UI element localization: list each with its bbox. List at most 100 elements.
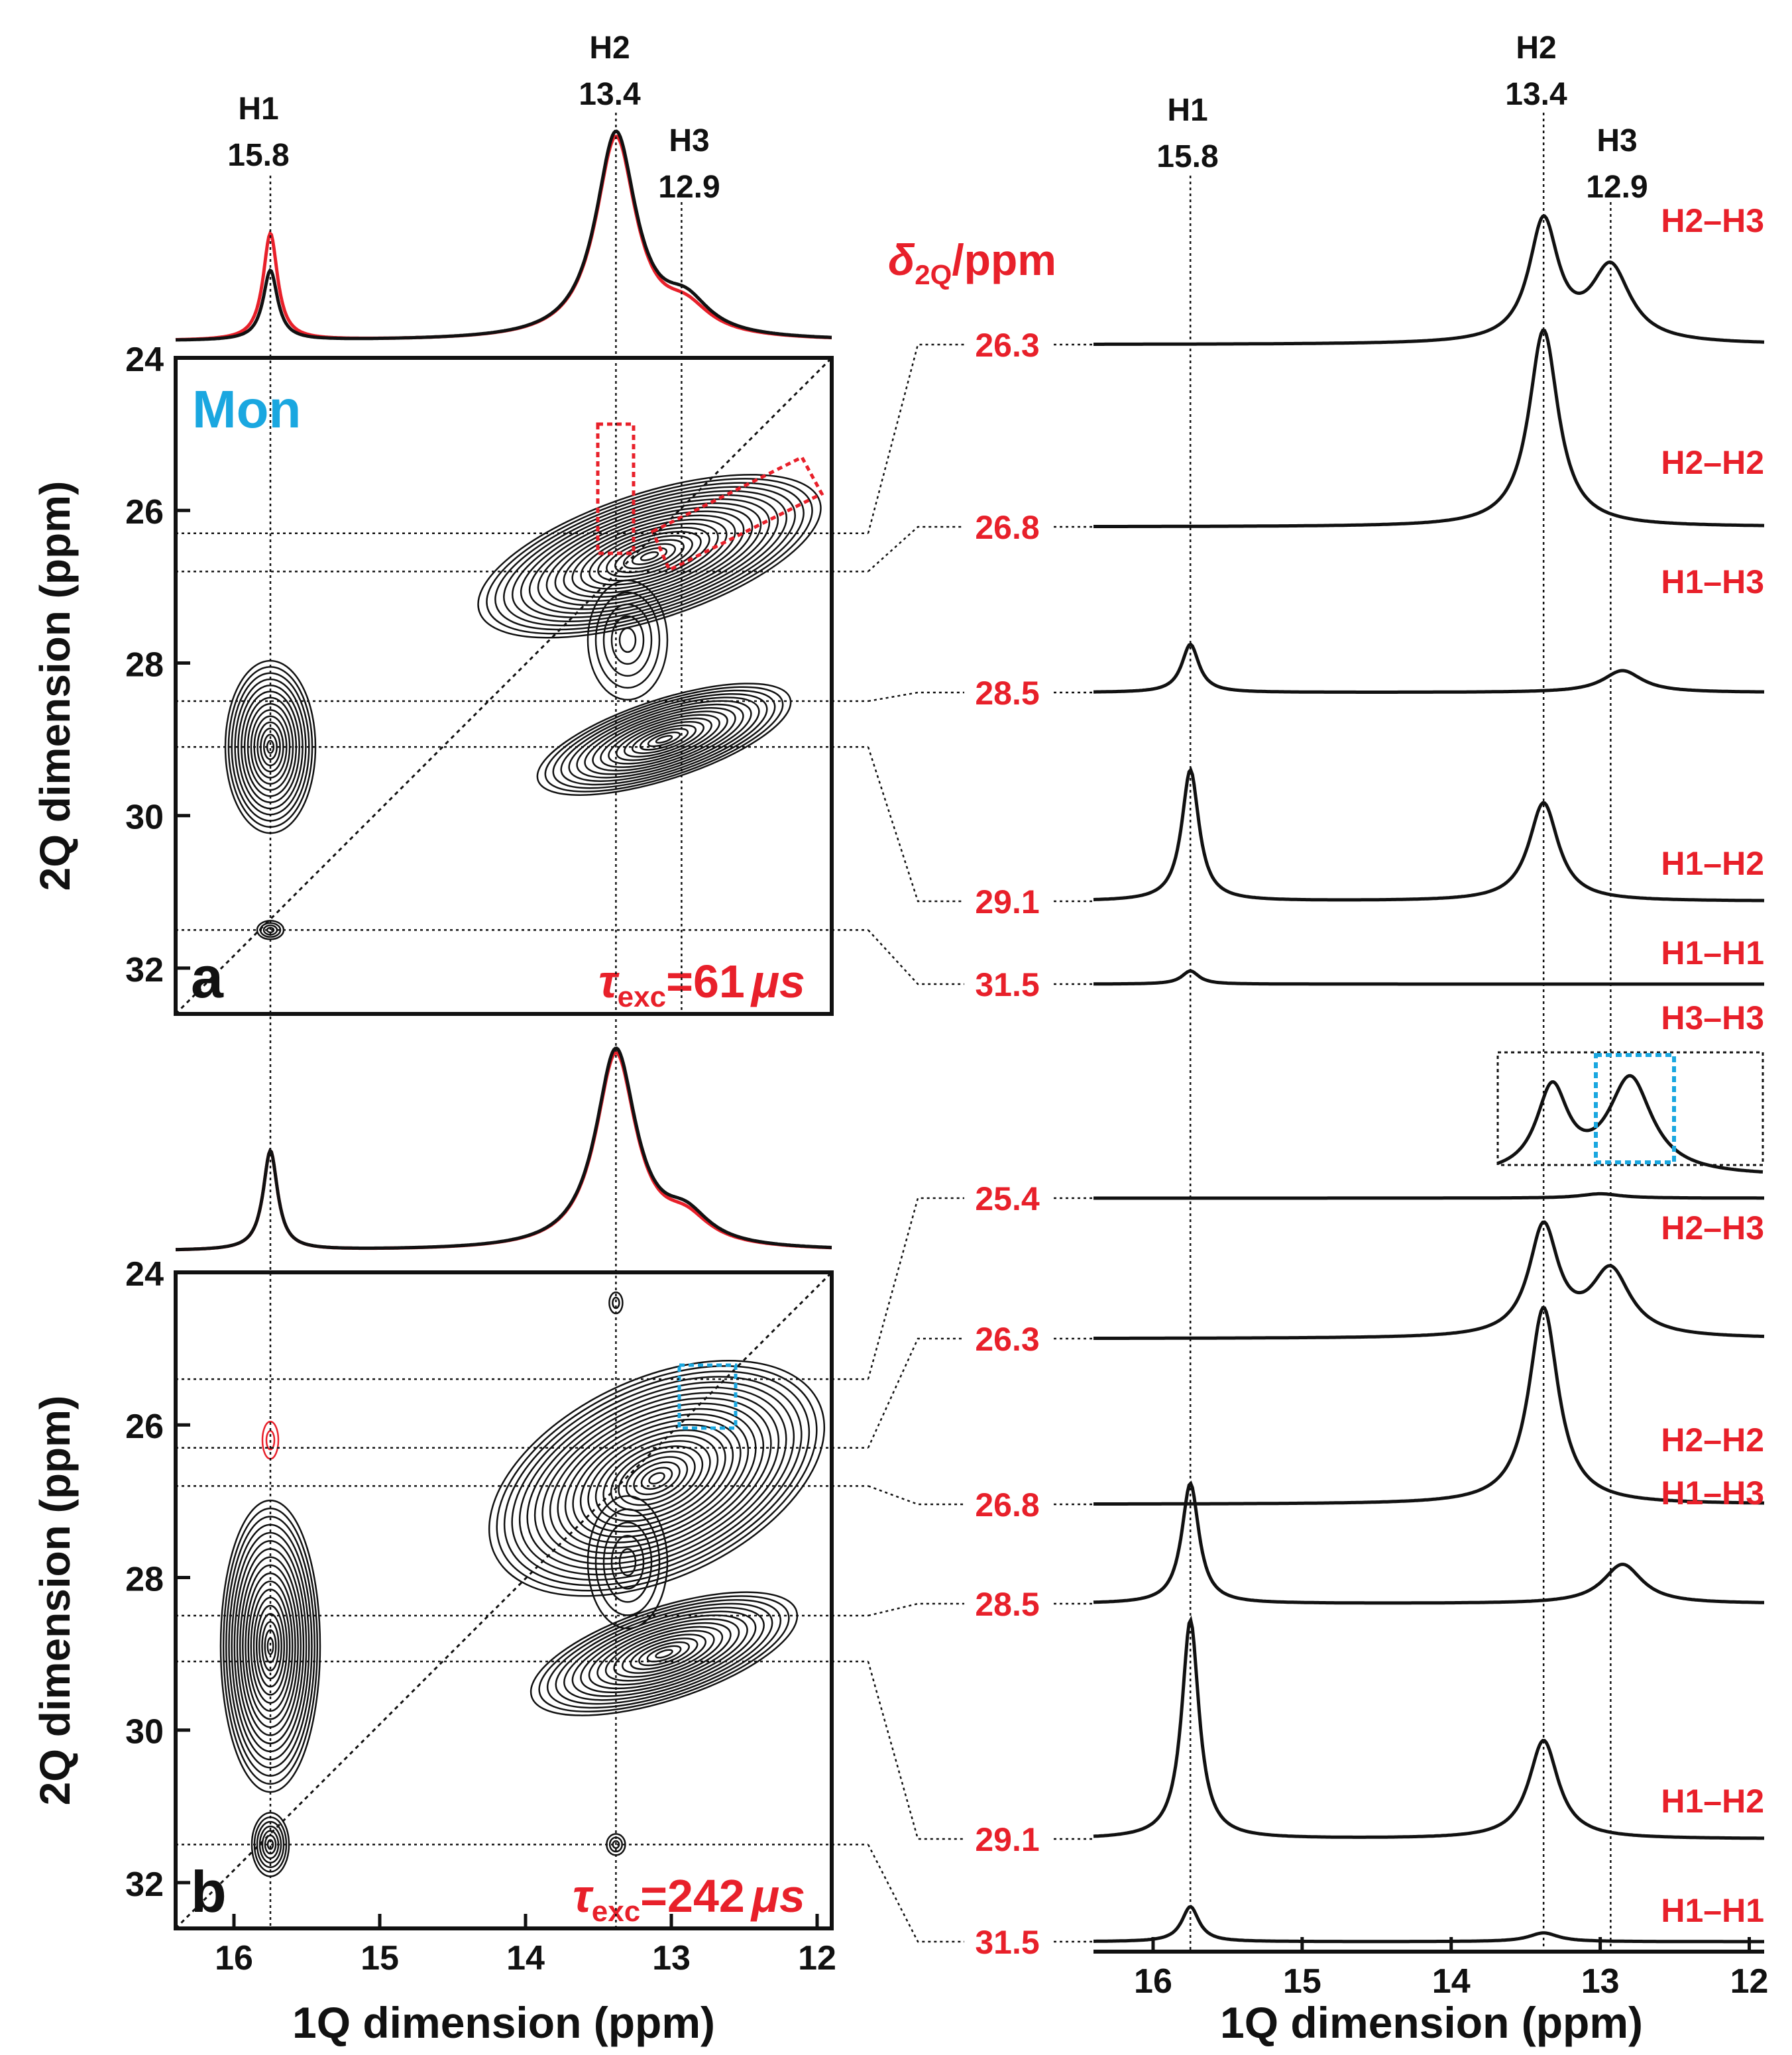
contour-b-h1-h2 xyxy=(266,1637,274,1655)
slice-shift-label-1: 26.8 xyxy=(975,509,1039,546)
y-axis-label-a: 2Q dimension (ppm) xyxy=(31,481,79,891)
peak-label-h2-right: H2 xyxy=(1516,30,1556,66)
contour-b-h2-region xyxy=(587,1429,726,1527)
peak-label-h1-right: H1 xyxy=(1167,93,1207,128)
dotted-box-blue-b xyxy=(677,1363,738,1430)
slice-shift-label-8: 28.5 xyxy=(975,1586,1039,1623)
contour-b-h2-region xyxy=(572,1418,742,1538)
contour-a-h2-region xyxy=(588,526,710,586)
contour-b-h2-region xyxy=(625,1456,689,1501)
contour-b-h1-h2-h3 xyxy=(646,1645,682,1663)
slice-pair-label-10: H1–H1 xyxy=(1661,1892,1764,1929)
slice-spectrum-7 xyxy=(1093,1305,1765,1506)
contour-b-h2-region xyxy=(533,1392,780,1565)
x-right-tick-label-15: 15 xyxy=(1283,1962,1321,2001)
panel-b-frame xyxy=(174,1270,834,1930)
slice-spectrum-1 xyxy=(1093,328,1765,528)
slice-spectra: 26.3 H2–H3 26.8 H2–H2 28.5 H1–H3 29.1 H1–H2 31.5… xyxy=(975,202,1765,1961)
panel-a: H1 15.8 H2 13.4 H3 12.9 Mon a τexc=61 μs … xyxy=(31,30,834,1016)
contour-a-bridge xyxy=(602,603,653,677)
contour-b-h2-region xyxy=(503,1370,811,1586)
contour-a-h1-h2-h3 xyxy=(568,696,760,782)
contour-b-h1-h2-h3 xyxy=(630,1638,699,1671)
slice-shift-label-2: 28.5 xyxy=(975,675,1039,712)
contour-a-h1-h2-h3 xyxy=(592,707,736,772)
slice-shift-label-6: 26.3 xyxy=(975,1321,1039,1358)
y-tick-label-28: 28 xyxy=(125,645,164,684)
slice-spectrum-0 xyxy=(1093,214,1765,346)
contour-b-h2-region xyxy=(618,1451,696,1506)
tau-label-b: τexc=242 μs xyxy=(573,1870,805,1928)
contour-b-h1-h2-h3 xyxy=(546,1598,782,1709)
contour-b-h1-h2-h3 xyxy=(596,1622,732,1686)
peak-shift-h2-top: 13.4 xyxy=(579,77,641,112)
b-connector-2 xyxy=(868,1485,964,1506)
contour-a-bridge xyxy=(618,627,637,653)
contour-a-h1-h2-h3 xyxy=(616,717,712,761)
a-connector-1 xyxy=(868,526,964,573)
contour-a-h2-region xyxy=(640,551,659,561)
contour-a-h2-region xyxy=(528,498,771,614)
contour-b-h2-region xyxy=(564,1413,750,1543)
contour-b-h2-region xyxy=(511,1376,803,1581)
slice-pair-label-6: H2–H3 xyxy=(1661,1209,1764,1247)
contour-a-h2-region xyxy=(571,518,728,594)
panel-a-frame xyxy=(174,356,834,1016)
slice-spectrum-8 xyxy=(1093,1480,1764,1605)
contour-a-h1-h2-h3 xyxy=(536,683,792,796)
contour-a-h2-region xyxy=(554,510,745,602)
y-tick-label-32: 32 xyxy=(125,951,164,989)
contour-a-h1-h2-h3 xyxy=(624,721,704,758)
contour-b-h2-region xyxy=(610,1445,704,1512)
contour-a-h2-region xyxy=(631,547,668,565)
contour-a-bridge xyxy=(594,591,661,689)
contour-a-bridge xyxy=(610,615,645,665)
panel-slices: H1 15.8 H2 13.4 H3 12.9 δ2Q/ppm 26.3 H2–H… xyxy=(888,30,1768,2047)
contour-a-h1-h2-h3 xyxy=(560,693,768,786)
peak-label-h3-top: H3 xyxy=(669,123,709,158)
a-connector-2 xyxy=(868,691,964,702)
peak-label-h1-top: H1 xyxy=(238,91,278,127)
tau-label-a: τexc=61 μs xyxy=(598,956,805,1013)
contour-b-h2-region xyxy=(541,1397,772,1560)
slice-pair-label-1: H2–H2 xyxy=(1661,444,1764,481)
contour-a-h2-region xyxy=(622,543,677,570)
contours-a xyxy=(224,474,822,940)
contour-b-h1-h2-h3 xyxy=(571,1610,757,1697)
contour-a-h1-h2-h3 xyxy=(608,714,720,765)
slice-pair-label-2: H1–H3 xyxy=(1661,563,1764,600)
y-tick-label-24: 24 xyxy=(125,1255,164,1294)
y-tick-label-30: 30 xyxy=(125,1713,164,1751)
panel-label-b: b xyxy=(191,1859,227,1924)
contour-a-h1-h2-h3 xyxy=(584,703,744,775)
projection-a-black xyxy=(175,129,832,342)
contour-b-h1-h2 xyxy=(219,1499,321,1793)
b-connector-1 xyxy=(867,1337,964,1449)
contour-a-h1-h2-h3 xyxy=(600,710,728,768)
contour-a-h1-h2-h3 xyxy=(552,689,776,789)
slice-spectrum-10 xyxy=(1093,1905,1764,1944)
y-tick-label-32: 32 xyxy=(125,1865,164,1904)
contour-b-h2-region xyxy=(496,1365,818,1592)
slice-spectrum-6 xyxy=(1093,1220,1765,1340)
contour-b-weak-top xyxy=(612,1296,620,1309)
panel-b: b τexc=242 μs 24 26 28 30 32 2Q dimension (pp… xyxy=(31,1046,836,2047)
contour-b-h2-region xyxy=(640,1467,673,1490)
x-ticks-b: 16 15 14 13 12 xyxy=(215,1914,836,1977)
contour-a-h2-region xyxy=(520,494,779,618)
contour-a-h2-region xyxy=(537,502,762,610)
contour-b-h1-h2-h3 xyxy=(588,1618,740,1690)
contour-b-h2-region xyxy=(602,1440,711,1517)
contour-b-negative xyxy=(265,1430,276,1451)
slice-pair-label-0: H2–H3 xyxy=(1661,202,1764,239)
contour-b-h1-h2-h3 xyxy=(613,1630,715,1678)
contour-a-h1-h2-h3 xyxy=(647,731,681,748)
y-tick-label-26: 26 xyxy=(125,1408,164,1446)
contour-b-h1-h2 xyxy=(222,1508,319,1785)
tau-sub-a: exc xyxy=(618,981,666,1013)
contour-a-h2-region xyxy=(545,506,754,606)
y-ticks-b: 24 26 28 30 32 xyxy=(125,1255,190,1904)
x-b-tick-label-15: 15 xyxy=(361,1939,399,1977)
y-tick-label-24: 24 xyxy=(125,341,164,379)
